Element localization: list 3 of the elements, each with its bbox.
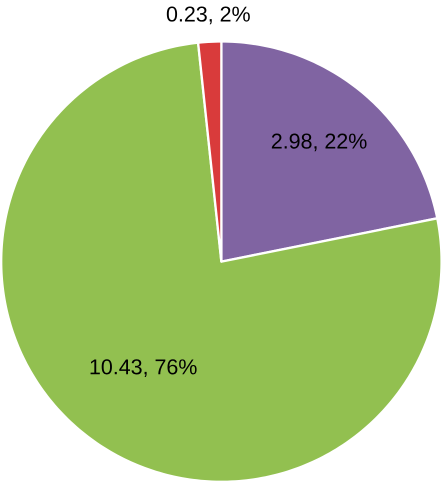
data-label: 10.43, 76% [90, 359, 197, 377]
data-label: 0.23, 2% [166, 6, 250, 24]
data-label: 2.98, 22% [272, 134, 367, 152]
